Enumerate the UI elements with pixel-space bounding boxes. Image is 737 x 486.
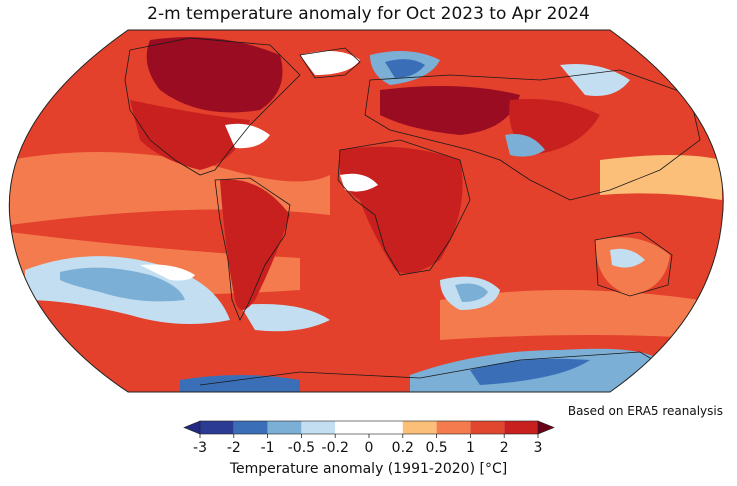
colorbar-tick-label: 1 xyxy=(466,440,475,456)
colorbar-tick-label: -2 xyxy=(227,440,241,456)
colorbar-tick-label: 0.5 xyxy=(425,440,447,456)
siberia-cool-patch xyxy=(560,64,630,96)
colorbar-cell xyxy=(301,421,336,434)
cooler-south-atlantic-core xyxy=(455,283,488,302)
colorbar-tick-label: 2 xyxy=(500,440,509,456)
south-america-outline xyxy=(214,177,291,321)
colorbar-tick-label: -1 xyxy=(261,440,275,456)
colorbar-tick-label: -3 xyxy=(193,440,207,456)
colorbar-cell xyxy=(335,421,369,434)
south-america-warm xyxy=(220,179,290,310)
north-america-outline xyxy=(124,37,301,176)
weddell-cold-patch xyxy=(180,375,300,392)
central-asia-cool-patch xyxy=(505,134,545,157)
antarctica-outline xyxy=(199,351,671,386)
colorbar-label: Temperature anomaly (1991-2020) [°C] xyxy=(229,461,508,477)
colorbar-extend-high xyxy=(537,420,555,435)
colorbar-tick-label: 0.2 xyxy=(392,440,414,456)
colorbar-cell xyxy=(402,421,437,434)
colorbar-tick-label: 3 xyxy=(534,440,543,456)
usa-warm-region xyxy=(130,100,250,170)
indian-ocean-warm-band xyxy=(440,290,722,340)
cooler-south-pacific-core xyxy=(60,267,185,302)
australia-cool-patch xyxy=(610,248,645,268)
eurasia-outline xyxy=(364,69,701,201)
canada-hot-region xyxy=(146,37,283,113)
colorbar-cell xyxy=(233,421,268,434)
white-south-pacific-patch xyxy=(140,264,195,281)
greenland-outline xyxy=(299,47,361,79)
globe-boundary xyxy=(8,29,724,393)
map-title: 2-m temperature anomaly for Oct 2023 to … xyxy=(147,4,590,24)
west-pacific-light-band xyxy=(600,155,722,200)
colorbar-tick-label: 0 xyxy=(365,440,374,456)
colorbar-tick-label: -0.2 xyxy=(322,440,349,456)
cool-drake-passage xyxy=(240,304,330,332)
colorbar-tick-label: -0.5 xyxy=(288,440,315,456)
scandinavia-cold-core xyxy=(385,59,425,78)
colorbar-cell xyxy=(436,421,471,434)
antarctic-cold-core xyxy=(470,358,590,385)
colorbar-cell xyxy=(504,421,538,434)
colorbar-extend-low xyxy=(183,420,201,435)
data-source-note: Based on ERA5 reanalysis xyxy=(567,404,723,418)
colorbar-cell xyxy=(470,421,505,434)
africa-outline xyxy=(337,139,471,276)
west-africa-neutral xyxy=(340,173,378,192)
colorbar-cell xyxy=(200,421,234,434)
greenland-neutral xyxy=(300,51,360,75)
colorbar-cell xyxy=(369,421,403,434)
australia-outline xyxy=(594,231,673,297)
eastern-europe-hot xyxy=(380,86,520,135)
colorbar-cell xyxy=(267,421,302,434)
